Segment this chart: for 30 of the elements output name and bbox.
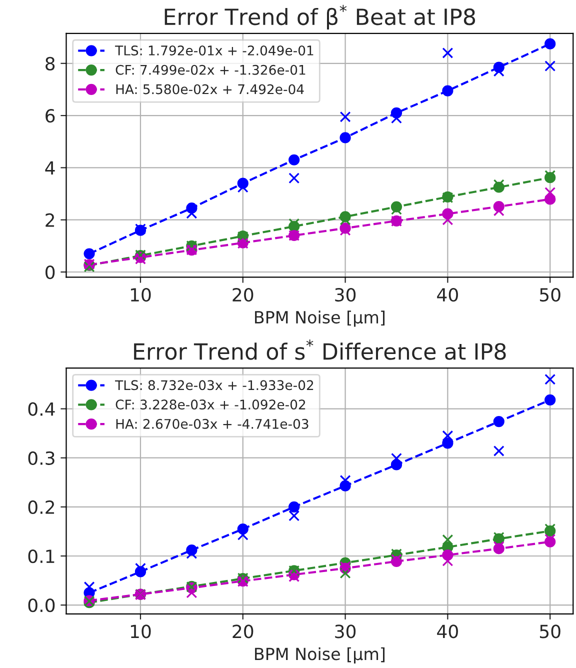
chart-title: Error Trend of β$^{*}$ Beat at IP8 [164, 4, 476, 30]
legend-label: TLS: 8.732e-03x + -1.933e-02 [115, 380, 314, 390]
x-tick-label: 30 [335, 288, 356, 302]
y-tick-label: 8 [46, 56, 55, 71]
x-tick-label: 20 [232, 624, 254, 638]
x-tick-label: 10 [130, 624, 151, 638]
x-tick-label: 50 [540, 288, 560, 302]
legend-label: CF: 7.499e-02x + -1.326e-01 [116, 64, 306, 75]
x-axis-title: BPM Noise [μm] [255, 647, 385, 664]
y-tick-label: 0.3 [28, 451, 54, 465]
legend-label: HA: 2.670e-03x + -4.741e-03 [116, 418, 308, 429]
legend-label: CF: 3.228e-03x + -1.092e-02 [116, 400, 306, 410]
y-tick-label: 6 [46, 109, 55, 123]
legend-label: HA: 5.580e-02x + 7.492e-04 [116, 84, 304, 94]
y-tick-label: 0.4 [28, 402, 55, 416]
legend-label: TLS: 1.792e-01x + -2.049e-01 [115, 46, 314, 56]
x-tick-label: 10 [130, 288, 151, 302]
x-tick-label: 30 [335, 624, 356, 638]
y-tick-label: 0.0 [28, 598, 55, 612]
x-axis-title: BPM Noise [μm] [255, 310, 385, 327]
y-tick-label: 2 [46, 213, 54, 227]
y-tick-label: 0 [46, 265, 55, 280]
x-tick-label: 50 [540, 624, 560, 638]
y-tick-label: 0.2 [28, 500, 54, 514]
x-tick-label: 40 [437, 288, 458, 302]
chart-title: Error Trend of s$^{*}$ Difference at IP8 [134, 340, 506, 360]
y-tick-label: 0.1 [28, 549, 54, 564]
x-tick-label: 20 [232, 288, 254, 302]
x-tick-label: 40 [437, 624, 458, 638]
y-tick-label: 4 [45, 161, 55, 175]
